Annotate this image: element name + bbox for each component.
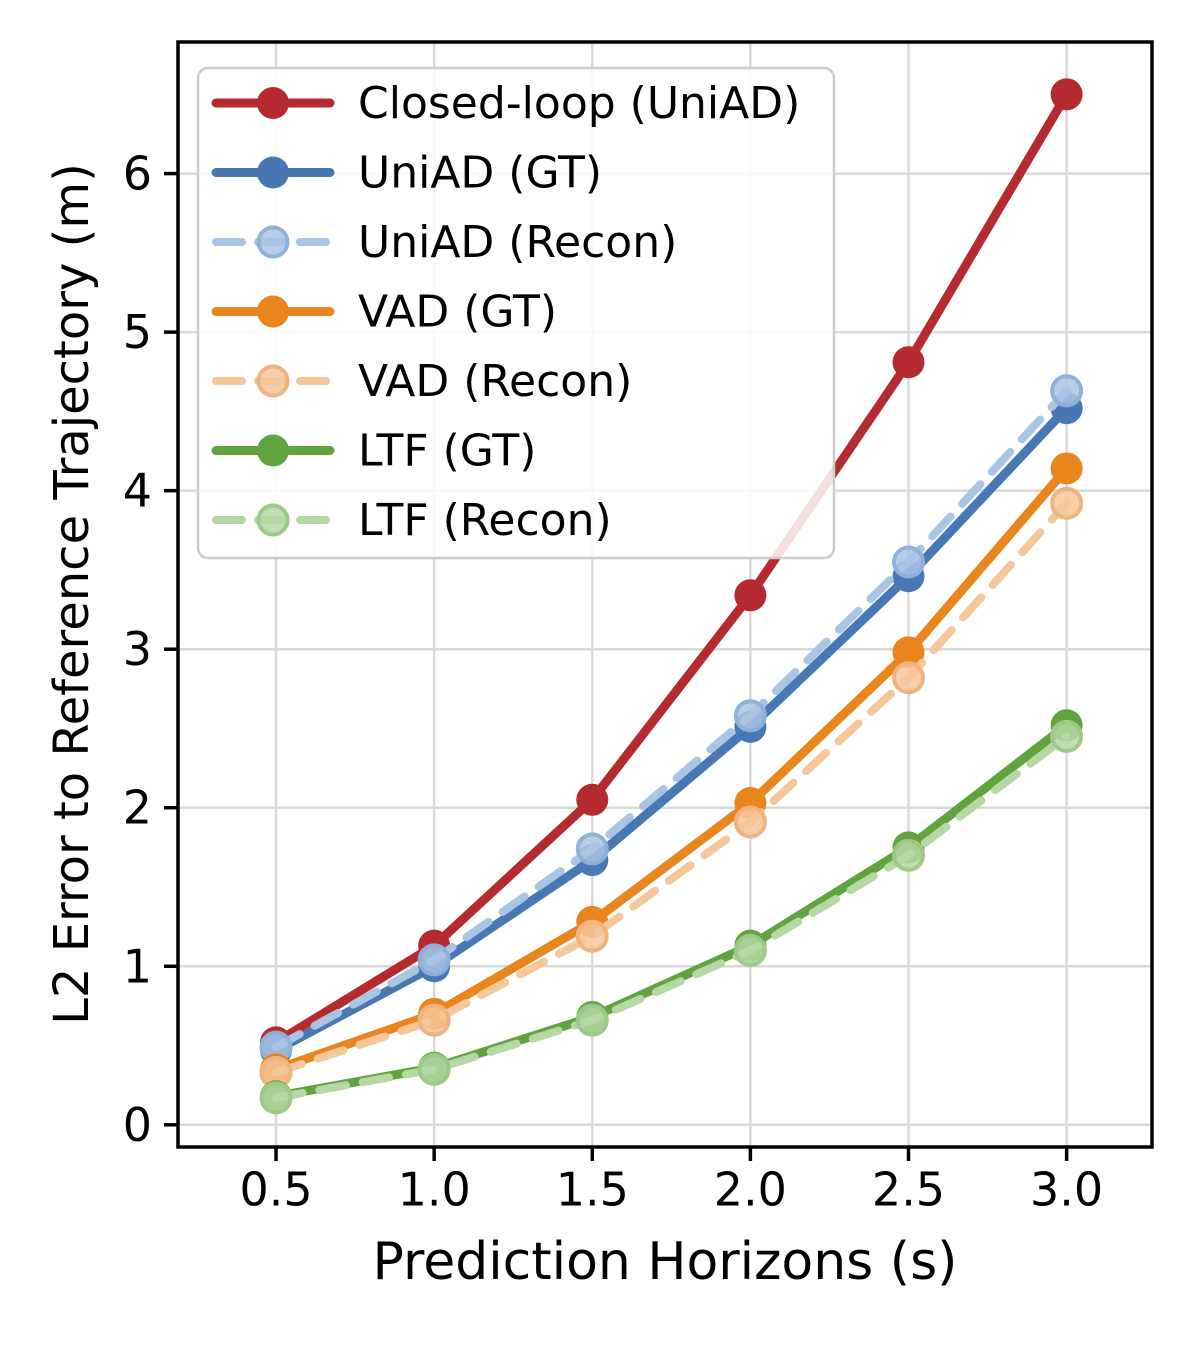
data-point bbox=[259, 1081, 293, 1115]
legend-marker bbox=[256, 225, 290, 259]
data-point bbox=[417, 1052, 451, 1086]
data-point bbox=[733, 805, 767, 839]
x-tick-label: 0.5 bbox=[239, 1162, 312, 1216]
data-point bbox=[1050, 78, 1083, 111]
series-vad-recon bbox=[259, 486, 1084, 1089]
legend-item: LTF (GT) bbox=[211, 426, 536, 477]
data-point bbox=[892, 661, 925, 695]
data-point bbox=[576, 783, 609, 816]
legend-marker bbox=[257, 156, 289, 189]
data-point bbox=[575, 919, 609, 953]
legend-label: Closed-loop (UniAD) bbox=[358, 78, 800, 129]
x-axis-ticks: 0.5 1.0 1.5 2.0 2.5 3.0 bbox=[239, 1147, 1103, 1216]
y-tick-label: 0 bbox=[123, 1098, 152, 1152]
legend-label: UniAD (Recon) bbox=[358, 217, 677, 268]
legend-marker bbox=[256, 503, 290, 537]
data-point bbox=[892, 545, 925, 579]
x-tick-label: 2.5 bbox=[872, 1162, 945, 1216]
legend-label: LTF (GT) bbox=[358, 426, 536, 477]
data-point bbox=[734, 579, 767, 612]
data-point bbox=[733, 933, 767, 967]
x-tick-label: 3.0 bbox=[1030, 1162, 1103, 1216]
y-tick-label: 5 bbox=[123, 305, 152, 359]
data-point bbox=[417, 1003, 451, 1037]
data-point bbox=[1050, 486, 1084, 520]
series-ltf-recon bbox=[259, 719, 1084, 1115]
legend-marker bbox=[256, 364, 290, 398]
y-tick-label: 3 bbox=[123, 622, 152, 676]
data-point bbox=[417, 943, 451, 977]
legend: Closed-loop (UniAD) UniAD (GT) UniAD (Reco… bbox=[196, 66, 836, 560]
legend-marker bbox=[257, 87, 289, 119]
data-point bbox=[892, 838, 925, 872]
y-tick-label: 4 bbox=[123, 464, 152, 518]
data-point bbox=[892, 636, 925, 669]
legend-item: UniAD (Recon) bbox=[212, 217, 677, 268]
data-point bbox=[1050, 452, 1083, 485]
y-tick-label: 1 bbox=[123, 939, 152, 993]
y-axis-ticks: 0 1 2 3 4 5 6 bbox=[123, 147, 178, 1152]
legend-item: Closed-loop (UniAD) bbox=[211, 78, 800, 129]
x-tick-label: 2.0 bbox=[714, 1162, 787, 1216]
x-tick-label: 1.0 bbox=[398, 1162, 471, 1216]
y-tick-label: 6 bbox=[123, 147, 152, 201]
legend-label: LTF (Recon) bbox=[358, 495, 612, 546]
series-uniad-recon bbox=[259, 374, 1084, 1064]
data-point bbox=[575, 1003, 609, 1037]
data-point bbox=[1050, 719, 1084, 753]
legend-item: VAD (Recon) bbox=[212, 356, 632, 407]
data-point bbox=[1050, 374, 1084, 408]
legend-marker bbox=[257, 295, 289, 328]
legend-marker bbox=[257, 434, 289, 467]
legend-label: VAD (GT) bbox=[358, 287, 557, 338]
data-point bbox=[733, 699, 767, 733]
x-tick-label: 1.5 bbox=[556, 1162, 629, 1216]
data-point bbox=[892, 346, 925, 379]
legend-label: UniAD (GT) bbox=[358, 148, 602, 199]
legend-item: LTF (Recon) bbox=[212, 495, 612, 546]
data-point bbox=[575, 832, 609, 866]
legend-item: VAD (GT) bbox=[211, 287, 557, 338]
legend-item: UniAD (GT) bbox=[211, 148, 602, 199]
axes-spines bbox=[176, 40, 1154, 1149]
y-tick-label: 2 bbox=[123, 781, 152, 835]
legend-label: VAD (Recon) bbox=[358, 356, 632, 407]
